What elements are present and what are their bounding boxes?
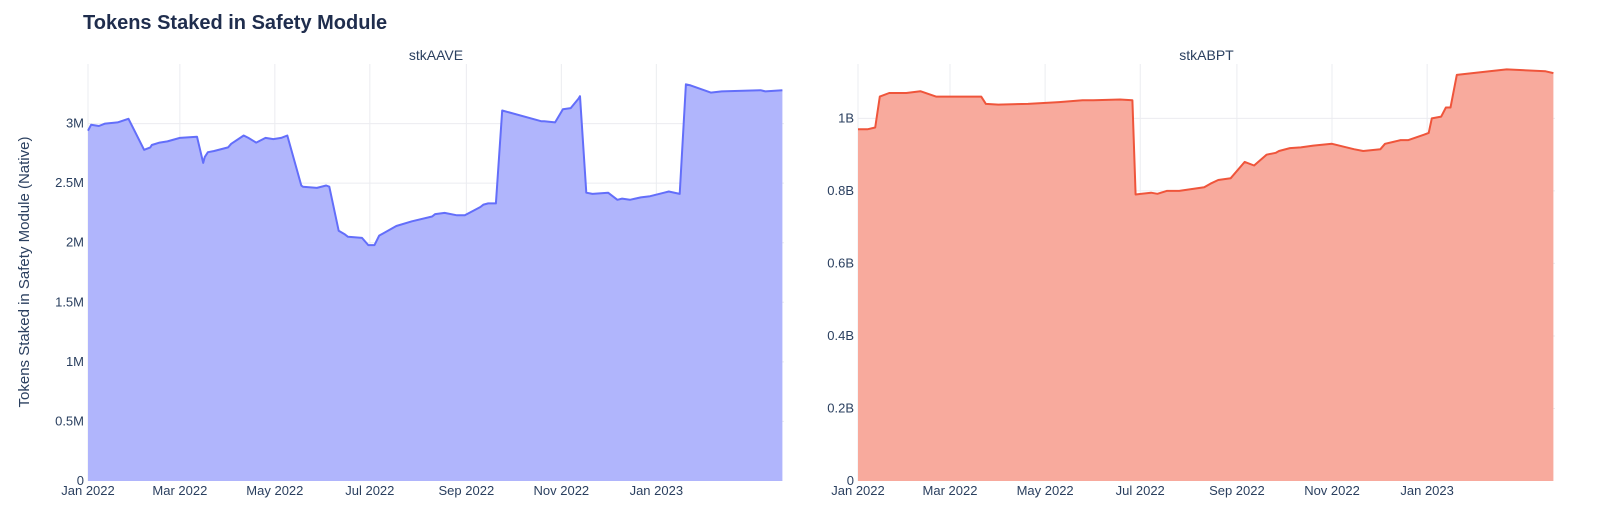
x-tick-label: Jan 2023 bbox=[1400, 483, 1454, 498]
x-tick-label: Nov 2022 bbox=[534, 483, 590, 498]
y-tick-label: 0 bbox=[847, 473, 854, 488]
subplot-title-stkabpt: stkABPT bbox=[1179, 47, 1234, 63]
y-tick-label: 2M bbox=[66, 235, 84, 250]
x-tick-label: Jan 2022 bbox=[61, 483, 115, 498]
subplot-stkabpt: stkABPT Jan 2022 Mar 2022 May 2022 Jul 2022 S… bbox=[827, 47, 1555, 498]
x-tick-label: Sep 2022 bbox=[439, 483, 495, 498]
x-tick-label: Mar 2022 bbox=[923, 483, 978, 498]
y-tick-label: 1M bbox=[66, 354, 84, 369]
y-tick-label: 3M bbox=[66, 116, 84, 131]
y-tick-label: 1B bbox=[838, 110, 854, 125]
x-tick-label: May 2022 bbox=[1017, 483, 1074, 498]
y-axis-label: Tokens Staked in Safety Module (Native) bbox=[16, 137, 33, 408]
subplot-title-stkaave: stkAAVE bbox=[409, 47, 463, 63]
x-tick-label: Sep 2022 bbox=[1209, 483, 1265, 498]
chart-title: Tokens Staked in Safety Module bbox=[83, 12, 388, 34]
x-tick-label: Nov 2022 bbox=[1304, 483, 1360, 498]
y-tick-label: 0.5M bbox=[55, 413, 84, 428]
x-tick-label: May 2022 bbox=[246, 483, 303, 498]
series-area-stkaave bbox=[88, 84, 783, 482]
x-tick-label: Mar 2022 bbox=[152, 483, 207, 498]
y-tick-label: 0.2B bbox=[827, 400, 854, 415]
y-tick-label: 0.8B bbox=[827, 183, 854, 198]
y-tick-label: 0.4B bbox=[827, 328, 854, 343]
y-tick-label: 0 bbox=[77, 473, 84, 488]
x-tick-label: Jul 2022 bbox=[345, 483, 394, 498]
y-tick-label: 2.5M bbox=[55, 175, 84, 190]
y-tick-label: 0.6B bbox=[827, 255, 854, 270]
x-tick-label: Jan 2023 bbox=[630, 483, 684, 498]
subplot-stkaave: stkAAVE Jan 2022 Mar 2022 May 2022 Jul 2022 S… bbox=[55, 47, 784, 498]
series-line-stkaave bbox=[87, 83, 783, 247]
x-tick-label: Jul 2022 bbox=[1116, 483, 1165, 498]
series-line-stkabpt bbox=[858, 68, 1554, 196]
x-tick-label: Jan 2022 bbox=[831, 483, 885, 498]
series-area-stkabpt bbox=[858, 69, 1554, 482]
y-tick-label: 1.5M bbox=[55, 294, 84, 309]
